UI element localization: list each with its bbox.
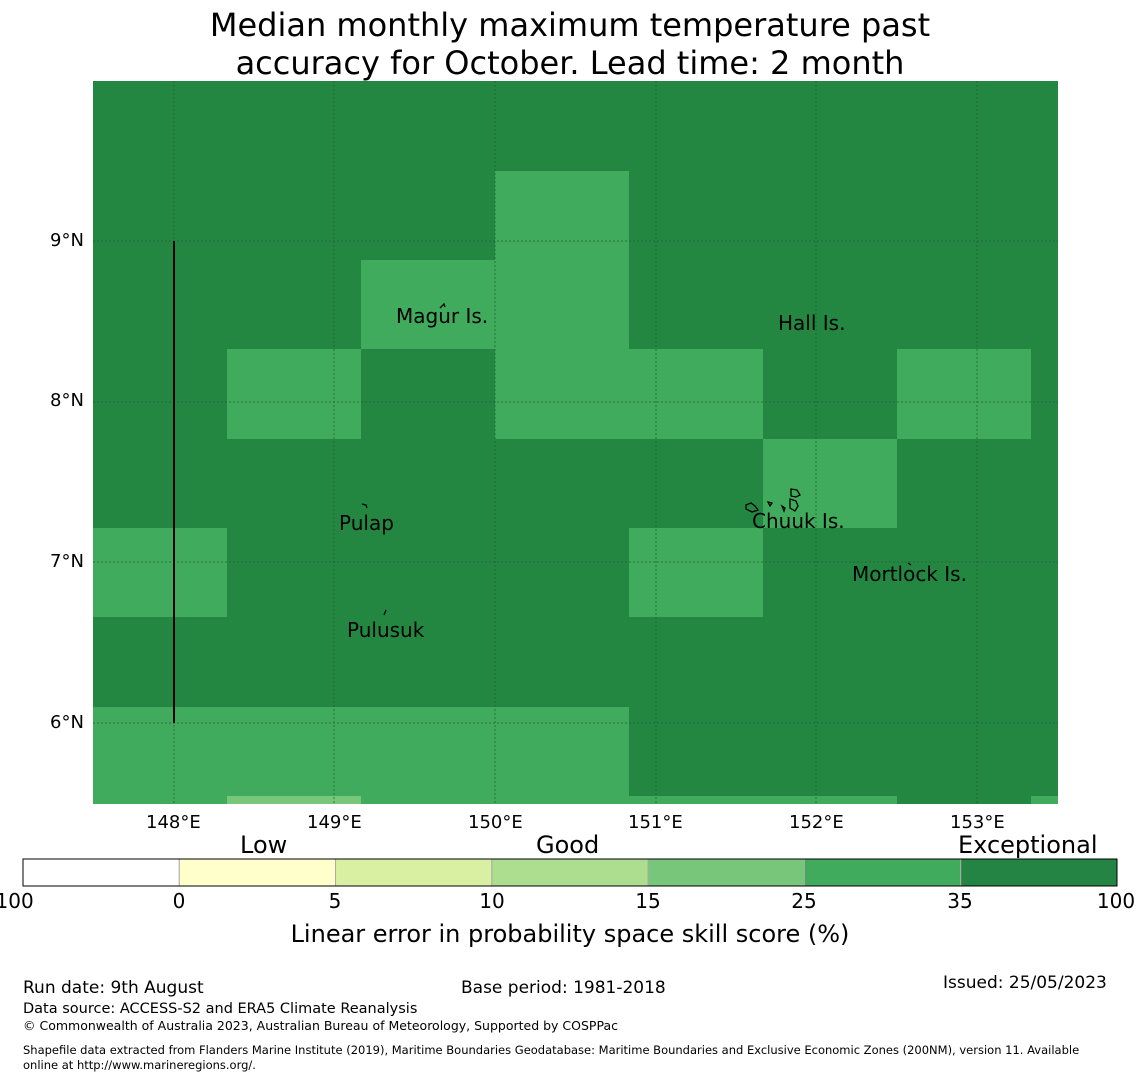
island-mortlock xyxy=(907,562,912,566)
colorbar-bin xyxy=(960,858,1118,887)
cell xyxy=(897,349,1031,439)
good-cells xyxy=(93,171,1058,804)
cell xyxy=(763,439,897,528)
place-mortlock: Mortlock Is. xyxy=(852,562,967,586)
base-period: Base period: 1981-2018 xyxy=(461,978,666,998)
place-chuuk: Chuuk Is. xyxy=(752,509,845,533)
lat-tick-9: 9°N xyxy=(50,230,84,251)
lon-tick-150: 150°E xyxy=(468,812,523,833)
data-source: Data source: ACCESS-S2 and ERA5 Climate … xyxy=(23,1001,418,1017)
lon-tick-149: 149°E xyxy=(307,812,362,833)
cell xyxy=(1031,796,1058,804)
island-pulusuk xyxy=(383,609,387,616)
shapefile-credit-1: Shapefile data extracted from Flanders M… xyxy=(23,1043,1080,1057)
cbar-tick-25: 25 xyxy=(791,889,817,913)
title-line-1: Median monthly maximum temperature past xyxy=(209,6,931,44)
island-pulap xyxy=(361,503,368,509)
run-date: Run date: 9th August xyxy=(23,978,204,998)
cell xyxy=(361,260,495,349)
cell xyxy=(629,528,763,617)
colorbar-bin xyxy=(335,858,493,887)
copyright: © Commonwealth of Australia 2023, Austra… xyxy=(23,1018,618,1033)
colorbar-bin xyxy=(647,858,805,887)
lat-tick-8: 8°N xyxy=(50,390,84,411)
islands xyxy=(361,302,912,616)
shapefile-credit-2: online at http://www.marineregions.org/. xyxy=(23,1058,256,1072)
island-magur xyxy=(439,302,446,309)
category-low: Low xyxy=(240,831,288,859)
cbar-tick-10: 10 xyxy=(479,889,505,913)
cbar-tick-neg100: -100 xyxy=(0,889,34,913)
colorbar-label: Linear error in probability space skill … xyxy=(290,920,850,948)
lat-tick-6: 6°N xyxy=(50,712,84,733)
cell xyxy=(93,528,227,617)
title-line-2: accuracy for October. Lead time: 2 month xyxy=(235,44,905,82)
colorbar-bin xyxy=(22,858,180,887)
colorbar-frame xyxy=(22,858,1118,887)
cbar-tick-15: 15 xyxy=(635,889,661,913)
island-chuuk xyxy=(745,488,801,513)
lon-tick-153: 153°E xyxy=(950,812,1005,833)
lat-tick-7: 7°N xyxy=(50,551,84,572)
cbar-tick-35: 35 xyxy=(947,889,973,913)
lon-tick-151: 151°E xyxy=(628,812,683,833)
place-pulap: Pulap xyxy=(339,511,394,535)
place-pulusuk: Pulusuk xyxy=(347,618,425,642)
colorbar-bin xyxy=(178,858,337,887)
lon-tick-152: 152°E xyxy=(789,812,844,833)
place-hall: Hall Is. xyxy=(778,311,846,335)
cell xyxy=(629,796,897,804)
cbar-tick-5: 5 xyxy=(328,889,342,913)
place-magur: Magur Is. xyxy=(396,304,489,328)
cbar-tick-100: 100 xyxy=(1096,889,1136,913)
cell xyxy=(629,349,763,439)
colorbar-bin xyxy=(803,858,962,887)
cell xyxy=(495,171,629,439)
category-exceptional: Exceptional xyxy=(958,831,1098,859)
lon-tick-148: 148°E xyxy=(146,812,201,833)
category-good: Good xyxy=(536,831,600,859)
cell xyxy=(227,349,361,439)
colorbar-bin xyxy=(491,858,649,887)
colorbar xyxy=(22,858,1118,887)
cbar-tick-0: 0 xyxy=(172,889,186,913)
cell xyxy=(227,796,361,804)
chart-title: Median monthly maximum temperature past … xyxy=(0,6,1140,82)
issued-date: Issued: 25/05/2023 xyxy=(943,973,1107,993)
